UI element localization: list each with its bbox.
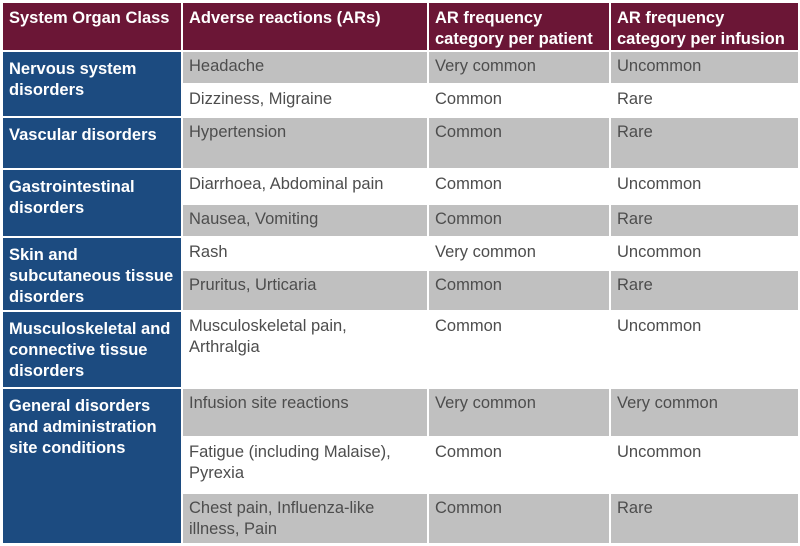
reaction-cell: Rash (183, 238, 427, 269)
reaction-cell: Hypertension (183, 118, 427, 168)
per-patient-cell: Common (429, 271, 609, 310)
per-patient-cell: Common (429, 312, 609, 387)
per-infusion-cell: Rare (611, 85, 798, 116)
soc-musculoskeletal-connective: Musculoskeletal and connective tissue di… (3, 312, 181, 387)
soc-vascular: Vascular disorders (3, 118, 181, 168)
per-patient-cell: Common (429, 118, 609, 168)
adverse-reactions-table: System Organ Class Adverse reactions (AR… (3, 3, 798, 543)
reaction-cell: Pruritus, Urticaria (183, 271, 427, 310)
reaction-cell: Chest pain, Influenza-like illness, Pain (183, 494, 427, 543)
soc-nervous-system: Nervous system disorders (3, 52, 181, 116)
reaction-cell: Headache (183, 52, 427, 83)
header-adverse-reactions: Adverse reactions (ARs) (183, 3, 427, 50)
per-patient-cell: Very common (429, 238, 609, 269)
per-infusion-cell: Uncommon (611, 312, 798, 387)
per-patient-cell: Common (429, 438, 609, 492)
soc-general-administration: General disorders and administration sit… (3, 389, 181, 543)
reaction-cell: Diarrhoea, Abdominal pain (183, 170, 427, 203)
per-infusion-cell: Rare (611, 494, 798, 543)
per-patient-cell: Very common (429, 389, 609, 436)
per-patient-cell: Very common (429, 52, 609, 83)
per-infusion-cell: Uncommon (611, 170, 798, 203)
reaction-cell: Dizziness, Migraine (183, 85, 427, 116)
soc-skin-subcutaneous: Skin and subcutaneous tissue disorders (3, 238, 181, 310)
reaction-cell: Infusion site reactions (183, 389, 427, 436)
per-patient-cell: Common (429, 494, 609, 543)
header-frequency-per-infusion: AR frequency category per infusion (611, 3, 798, 50)
header-frequency-per-patient: AR frequency category per patient (429, 3, 609, 50)
per-infusion-cell: Rare (611, 118, 798, 168)
reaction-cell: Musculoskeletal pain, Arthralgia (183, 312, 427, 387)
header-system-organ-class: System Organ Class (3, 3, 181, 50)
per-infusion-cell: Rare (611, 205, 798, 236)
per-patient-cell: Common (429, 205, 609, 236)
per-infusion-cell: Uncommon (611, 438, 798, 492)
reaction-cell: Fatigue (including Malaise), Pyrexia (183, 438, 427, 492)
per-patient-cell: Common (429, 170, 609, 203)
soc-gastrointestinal: Gastrointestinal disorders (3, 170, 181, 236)
per-patient-cell: Common (429, 85, 609, 116)
reaction-cell: Nausea, Vomiting (183, 205, 427, 236)
per-infusion-cell: Rare (611, 271, 798, 310)
per-infusion-cell: Uncommon (611, 52, 798, 83)
per-infusion-cell: Very common (611, 389, 798, 436)
per-infusion-cell: Uncommon (611, 238, 798, 269)
